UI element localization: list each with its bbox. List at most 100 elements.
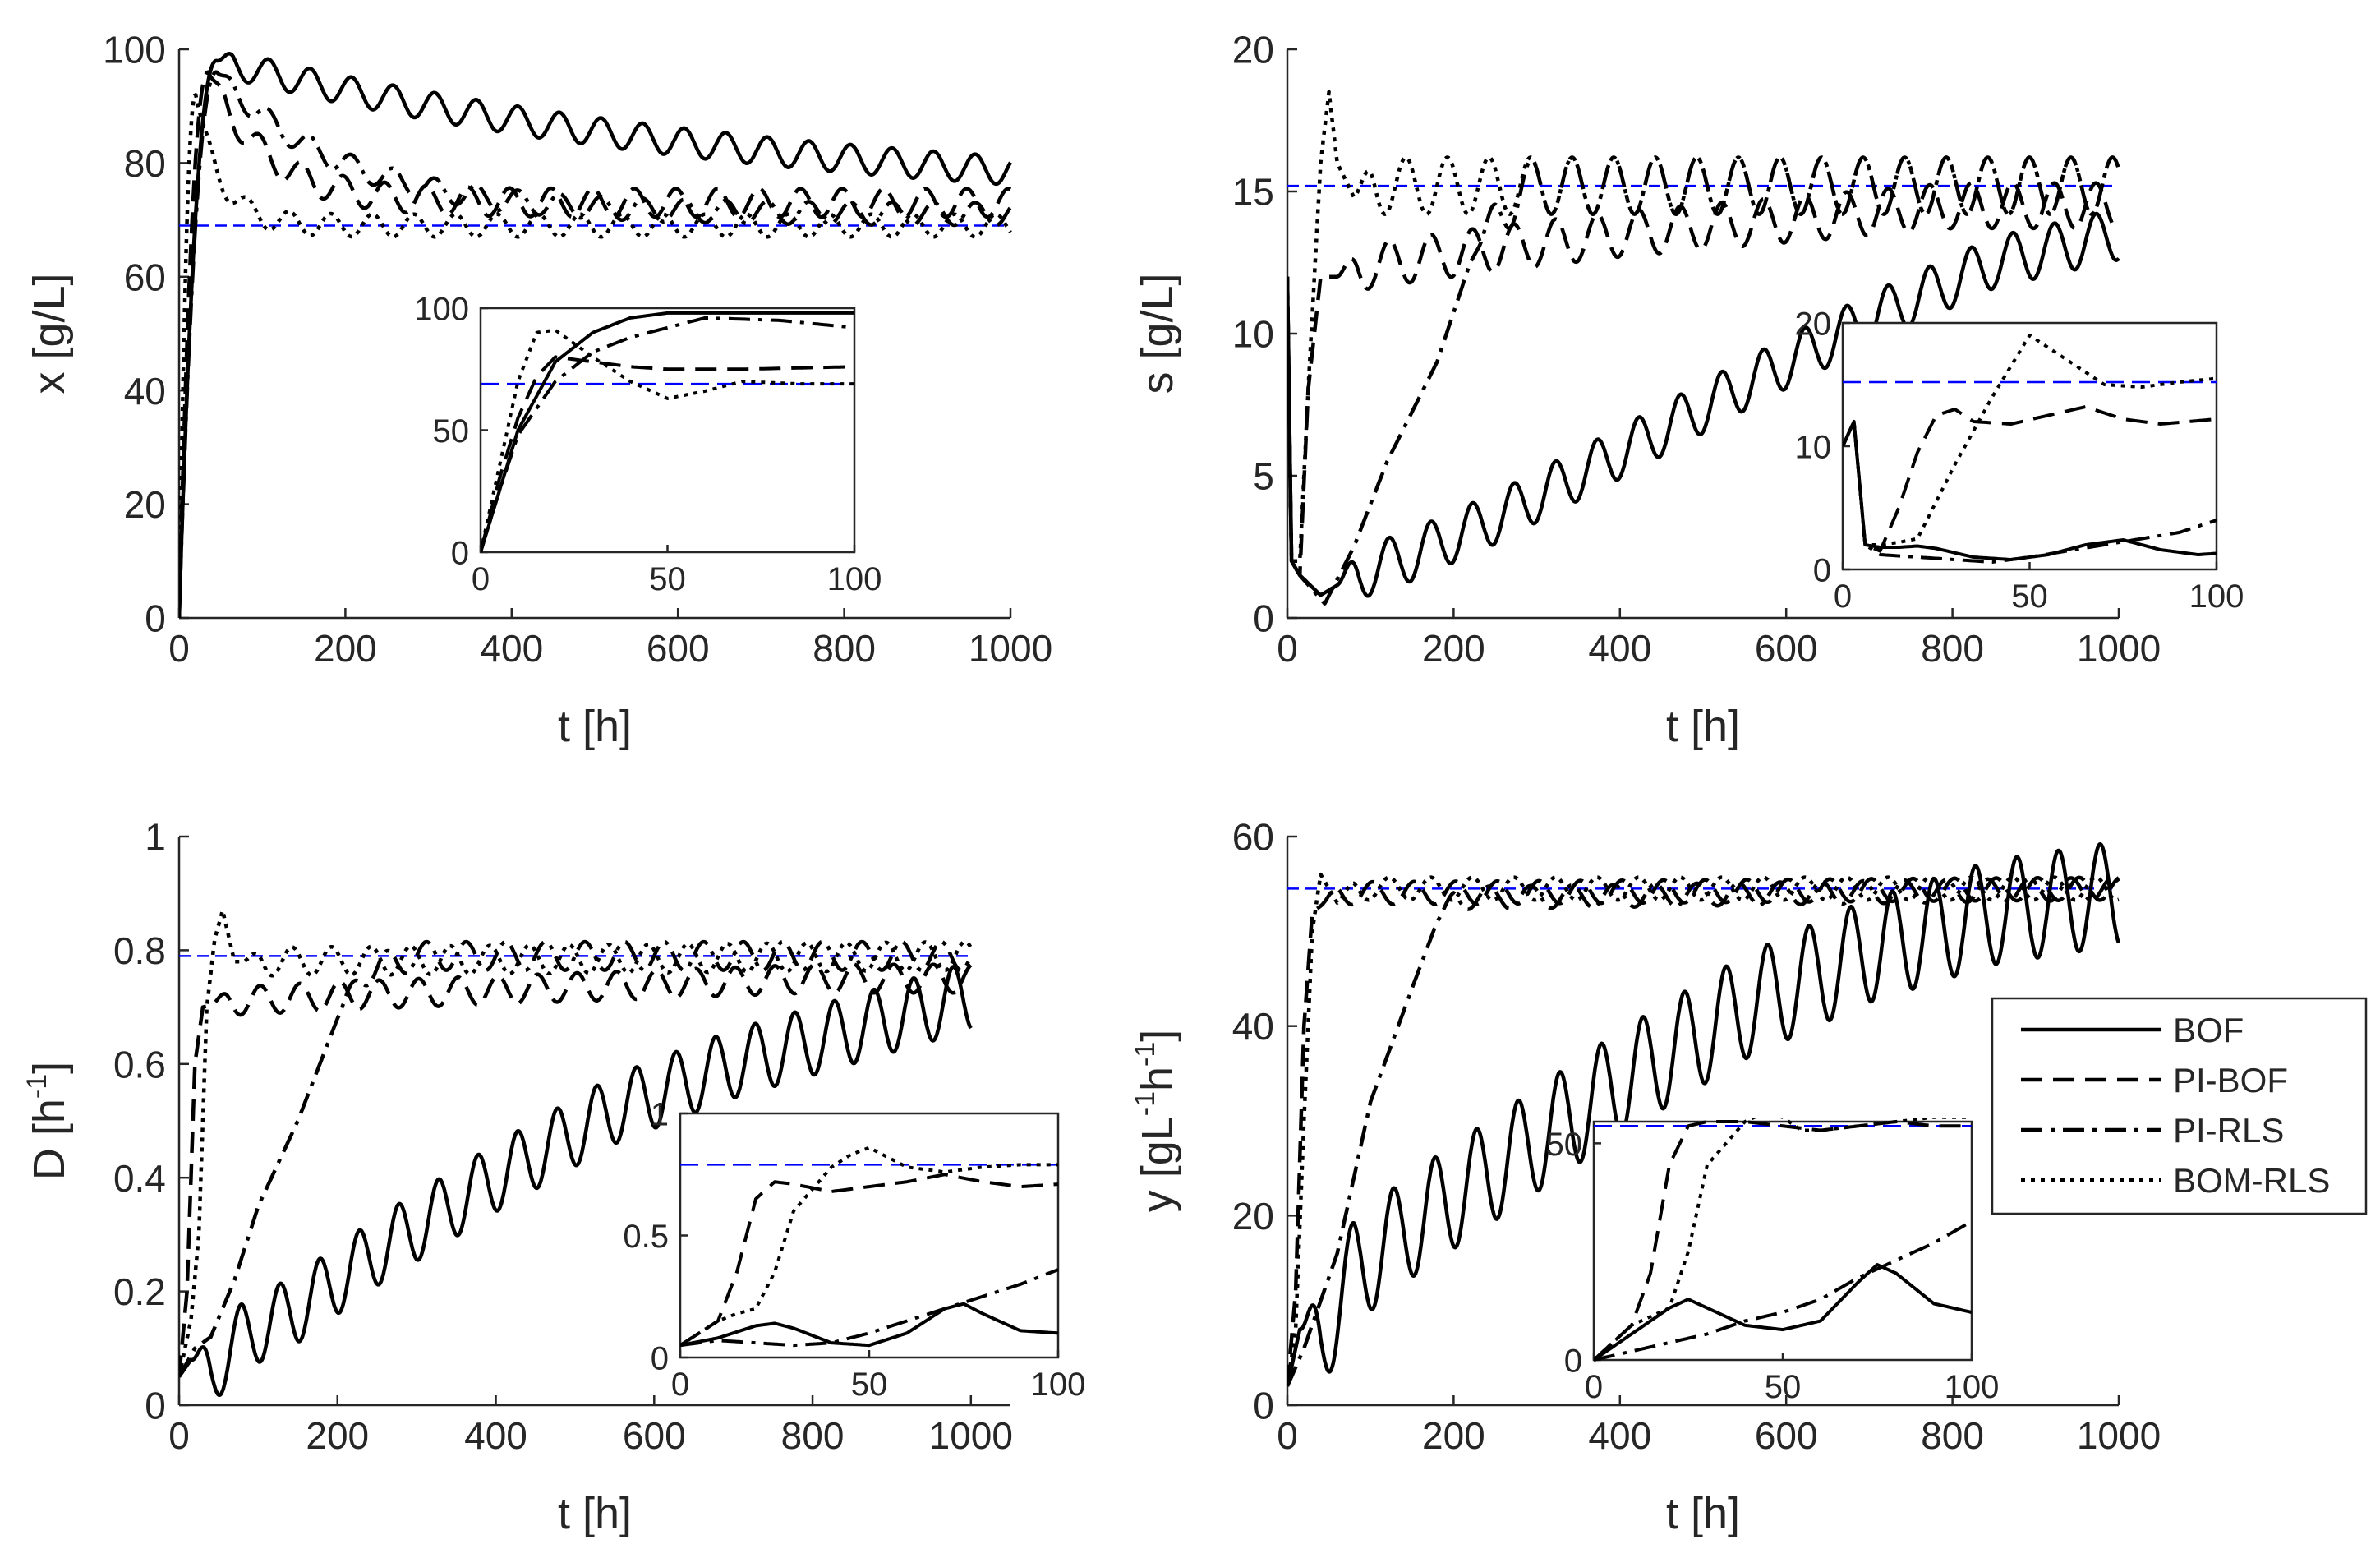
panel-x-x-axis-label: t [h] xyxy=(558,702,632,751)
panel-D-series-pi-bof xyxy=(179,962,973,1377)
panel-y-inset-series-bom-rls xyxy=(1594,1118,1972,1362)
panel-x-inset-series-pi-rls xyxy=(481,316,855,553)
panel-y-x-tick-label: 1000 xyxy=(2077,1414,2161,1457)
panel-D-y-tick-label: 0.6 xyxy=(113,1043,166,1086)
panel-D-x-tick-label: 1000 xyxy=(929,1414,1013,1457)
legend: BOF PI-BOF PI-RLS BOM-RLS xyxy=(1991,997,2368,1215)
panel-s-x-tick-label: 400 xyxy=(1588,627,1651,670)
panel-s-inset-series-bom-rls xyxy=(1843,334,2217,546)
y-label-sup: -1 xyxy=(1130,1091,1161,1116)
panel-s-x-tick-label: 200 xyxy=(1422,627,1485,670)
panel-x-x-tick-label: 1000 xyxy=(969,627,1052,670)
panel-x-inset-frame xyxy=(479,307,856,554)
legend-label-pi-bof: PI-BOF xyxy=(2173,1061,2288,1099)
panel-x-y-tick-label: 0 xyxy=(145,597,166,640)
panel-y-inset-frame xyxy=(1592,1120,1973,1362)
y-label-part: D [h xyxy=(25,1099,74,1180)
panel-D-y-tick-label: 0.2 xyxy=(113,1270,166,1313)
panel-x-inset-y-tick-label: 100 xyxy=(414,291,469,327)
panel-D-inset-series-bom-rls xyxy=(680,1145,1058,1347)
panel-y-x-tick-label: 0 xyxy=(1277,1414,1298,1457)
panel-s-series-pi-bof xyxy=(1287,181,2120,578)
panel-s-inset-x-tick-label: 0 xyxy=(1834,578,1852,615)
panel-s-x-axis-label: t [h] xyxy=(1666,702,1740,751)
panel-y-y-tick-label: 60 xyxy=(1232,816,1274,859)
panel-x-series-bom-rls xyxy=(179,93,1012,619)
panel-x-series-bof xyxy=(179,52,1012,619)
panel-D-x-tick-label: 800 xyxy=(781,1414,845,1457)
panel-D-y-tick-label: 0 xyxy=(145,1385,166,1427)
panel-x-series-pi-bof xyxy=(179,70,1012,619)
panel-y-series-bom-rls xyxy=(1287,872,2120,1387)
panel-x-inset-series-pi-bof xyxy=(481,355,854,553)
panel-x-y-axis-label: x [g/L] xyxy=(25,273,74,394)
panel-s-y-tick-label: 20 xyxy=(1232,29,1274,71)
y-label-part: ] xyxy=(25,1062,74,1074)
panel-x-y-tick-label: 40 xyxy=(124,370,166,413)
panel-s-y-tick-label: 10 xyxy=(1232,313,1274,356)
panel-D-y-tick-label: 0.4 xyxy=(113,1157,166,1200)
panel-x-x-tick-label: 400 xyxy=(480,627,543,670)
panel-D-x-tick-label: 600 xyxy=(623,1414,686,1457)
panel-D-x-tick-label: 0 xyxy=(168,1414,190,1457)
y-label-part: s [g/L] xyxy=(1133,273,1182,394)
panel-s-inset-frame xyxy=(1841,321,2218,571)
panel-y-inset-x-tick-label: 50 xyxy=(1765,1369,1802,1405)
panel-y-inset-y-tick-label: 50 xyxy=(1546,1127,1583,1163)
panel-s-series-bof xyxy=(1287,211,2120,598)
panel-D-inset-x-tick-label: 50 xyxy=(851,1367,888,1403)
legend-label-pi-rls: PI-RLS xyxy=(2173,1111,2284,1150)
panel-s-y-axis-label: s [g/L] xyxy=(1133,273,1182,394)
panel-D-inset-y-tick-label: 0.5 xyxy=(623,1219,669,1255)
panel-s-inset-y-tick-label: 20 xyxy=(1795,306,1832,342)
y-label-part: h xyxy=(1133,1067,1182,1091)
panel-y-x-tick-label: 400 xyxy=(1588,1414,1651,1457)
y-label-sup: -1 xyxy=(1130,1042,1161,1067)
panel-y-inset-series-pi-bof xyxy=(1594,1120,1972,1362)
panel-s-x-tick-label: 600 xyxy=(1755,627,1818,670)
panel-s-inset-x-tick-label: 100 xyxy=(2189,578,2244,615)
panel-s-x-tick-label: 1000 xyxy=(2077,627,2161,670)
panel-D-x-tick-label: 200 xyxy=(306,1414,369,1457)
legend-box xyxy=(1991,997,2368,1215)
panel-x-inset-series-bom-rls xyxy=(481,328,854,553)
panel-D-y-tick-label: 0.8 xyxy=(113,929,166,972)
panel-D-inset-x-tick-label: 100 xyxy=(1031,1367,1086,1403)
panel-y-inset-series-bof xyxy=(1594,1263,1973,1362)
panel-D-inset-series-pi-bof xyxy=(680,1173,1059,1347)
panel-y-x-tick-label: 600 xyxy=(1755,1414,1818,1457)
panel-D: 0 200 400 600 800 1000 0 0.2 0.4 0.6 0.8 1 t [h] D [h… xyxy=(21,816,1085,1538)
panel-y-y-tick-label: 0 xyxy=(1253,1385,1274,1427)
panel-s-x-tick-label: 800 xyxy=(1921,627,1984,670)
panel-x-x-tick-label: 200 xyxy=(314,627,377,670)
panel-D-y-axis-label: D [h-1] xyxy=(21,1062,74,1180)
panel-x-inset: 0 50 100 0 50 100 xyxy=(414,291,882,597)
panel-D-x-axis-label: t [h] xyxy=(558,1489,632,1538)
panel-x-y-tick-label: 60 xyxy=(124,256,166,298)
panel-y-x-axis-label: t [h] xyxy=(1666,1489,1740,1538)
panel-x-inset-x-tick-label: 100 xyxy=(827,561,882,597)
panel-D-inset-y-tick-label: 1 xyxy=(651,1096,669,1132)
legend-label-bom-rls: BOM-RLS xyxy=(2173,1161,2330,1200)
panel-D-y-tick-label: 1 xyxy=(145,816,166,859)
panel-x-inset-y-tick-label: 0 xyxy=(451,535,469,571)
panel-D-series-bof xyxy=(179,965,973,1398)
panel-D-inset-frame xyxy=(679,1112,1060,1359)
panel-x-inset-series-bof xyxy=(481,311,854,553)
panel-y-inset-x-tick-label: 0 xyxy=(1585,1369,1603,1405)
panel-y-series-pi-bof xyxy=(1287,875,2120,1387)
panel-x-inset-y-tick-label: 50 xyxy=(433,413,470,449)
y-label-sup: -1 xyxy=(21,1074,53,1099)
panel-s-y-tick-label: 5 xyxy=(1253,455,1274,498)
panel-s-inset-y-tick-label: 10 xyxy=(1795,429,1832,465)
panel-s-inset-series-bof xyxy=(1843,420,2217,561)
panel-D-x-tick-label: 400 xyxy=(464,1414,527,1457)
panel-y-inset-y-tick-label: 0 xyxy=(1564,1343,1582,1379)
panel-D-inset-series-pi-rls xyxy=(680,1268,1059,1348)
panel-y-y-axis-label: y [gL-1h-1] xyxy=(1130,1030,1182,1213)
